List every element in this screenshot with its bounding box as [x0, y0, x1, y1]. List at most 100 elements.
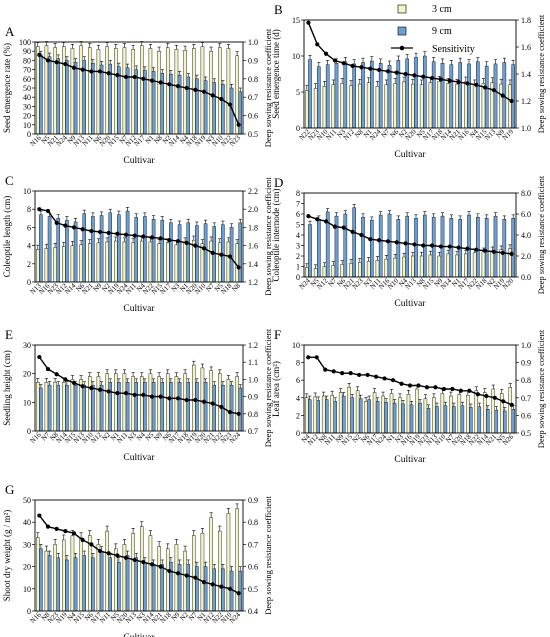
y-tick-label: 6 — [296, 376, 300, 385]
plot-frame — [34, 344, 244, 432]
bar-3cm — [474, 390, 479, 434]
bar-9cm — [73, 62, 78, 135]
bar-3cm — [340, 264, 344, 278]
bar-3cm — [472, 84, 477, 129]
bar-3cm — [140, 376, 144, 432]
plot-frame — [34, 190, 244, 283]
bar-9cm — [469, 407, 473, 434]
category-label: N24 — [228, 610, 243, 625]
sensitivity-point — [63, 528, 68, 534]
sensitivity-point — [106, 389, 111, 394]
x-axis-label: Cultivar — [123, 453, 155, 463]
y-tick-label: 0 — [27, 427, 31, 436]
bar-3cm — [393, 257, 397, 278]
bar-3cm — [472, 252, 477, 278]
panel-F: F02468100.50.60.70.80.91.0N4N12N8N11N9N1… — [271, 327, 546, 465]
sensitivity-point — [492, 395, 497, 400]
bar-3cm — [411, 83, 415, 129]
sensitivity-point — [399, 381, 404, 386]
y-tick-label: 8 — [296, 359, 300, 368]
bar-3cm — [384, 84, 389, 129]
sensitivity-point — [403, 71, 408, 77]
sensitivity-point — [438, 77, 444, 82]
bar-3cm — [423, 398, 428, 434]
y2-tick-label: 0.8 — [248, 518, 258, 527]
bar-9cm — [494, 409, 499, 434]
category-label: N26 — [501, 432, 516, 447]
y2-tick-label: 1.6 — [248, 242, 258, 251]
sensitivity-point — [37, 207, 42, 212]
sensitivity-point — [323, 219, 329, 224]
sensitivity-point — [158, 236, 163, 241]
sensitivity-point — [210, 582, 215, 587]
bar-9cm — [125, 555, 130, 612]
sensitivity-point — [71, 225, 77, 230]
sensitivity-point — [500, 250, 505, 255]
bar-3cm — [358, 262, 362, 278]
y2-tick-label: 0.9 — [248, 56, 258, 65]
bar-3cm — [209, 240, 213, 283]
bar-3cm — [330, 394, 334, 434]
sensitivity-point — [193, 243, 198, 248]
bar-9cm — [125, 382, 130, 432]
bar-9cm — [511, 217, 515, 278]
y2-tick-label: 1.4 — [248, 260, 258, 269]
sensitivity-point — [236, 265, 241, 270]
sensitivity-point — [184, 573, 189, 578]
bar-9cm — [493, 63, 498, 129]
bar-9cm — [134, 557, 138, 612]
bar-3cm — [122, 373, 127, 432]
bar-3cm — [226, 513, 231, 612]
sensitivity-point — [210, 93, 215, 98]
sensitivity-point — [509, 98, 514, 104]
sensitivity-point — [429, 243, 435, 248]
sensitivity-line — [38, 515, 240, 594]
bar-3cm — [174, 376, 179, 432]
sensitivity-point — [141, 234, 146, 239]
bar-3cm — [483, 392, 487, 434]
bar-3cm — [419, 255, 424, 278]
bar-9cm — [418, 402, 422, 434]
bar-3cm — [114, 373, 118, 432]
y-tick-label: 15 — [292, 16, 300, 25]
y-tick-label: 10 — [23, 121, 31, 130]
y2-tick-label: 8.0 — [521, 189, 531, 198]
bar-9cm — [317, 219, 321, 278]
bar-9cm — [486, 409, 490, 434]
bar-3cm — [366, 261, 371, 278]
y-tick-label: 90 — [23, 47, 31, 56]
y-tick-label: 4 — [27, 242, 31, 251]
bar-9cm — [449, 64, 454, 129]
sensitivity-point — [227, 409, 233, 415]
bar-3cm — [508, 387, 512, 434]
bar-9cm — [73, 557, 78, 612]
bar-3cm — [499, 83, 503, 129]
sensitivity-point — [447, 244, 452, 249]
bar-3cm — [322, 266, 327, 278]
sensitivity-point — [132, 74, 137, 80]
sensitivity-point — [465, 81, 470, 86]
sensitivity-point — [97, 229, 103, 235]
sensitivity-point — [350, 63, 355, 68]
bar-9cm — [177, 224, 182, 283]
bar-3cm — [366, 82, 371, 129]
bar-9cm — [143, 216, 147, 283]
bar-3cm — [415, 388, 419, 434]
bar-3cm — [375, 86, 380, 129]
bar-9cm — [317, 66, 321, 129]
bar-9cm — [308, 224, 312, 278]
y2-tick-label: 0.5 — [521, 429, 531, 438]
sensitivity-point — [37, 354, 42, 360]
y2-tick-label: 2.0 — [248, 205, 258, 214]
y-tick-label: 6 — [296, 210, 300, 219]
bar-9cm — [316, 400, 320, 434]
panel-E: E01020300.70.80.91.01.11.2N16N7N8N14N15N… — [2, 327, 273, 463]
sensitivity-point — [236, 411, 241, 416]
bar-9cm — [212, 568, 216, 612]
sensitivity-point — [80, 227, 85, 232]
bar-3cm — [88, 376, 92, 432]
sensitivity-point — [331, 369, 336, 374]
sensitivity-point — [340, 371, 345, 376]
y-tick-label: 50 — [23, 496, 31, 505]
y-tick-label: 0 — [296, 273, 300, 282]
